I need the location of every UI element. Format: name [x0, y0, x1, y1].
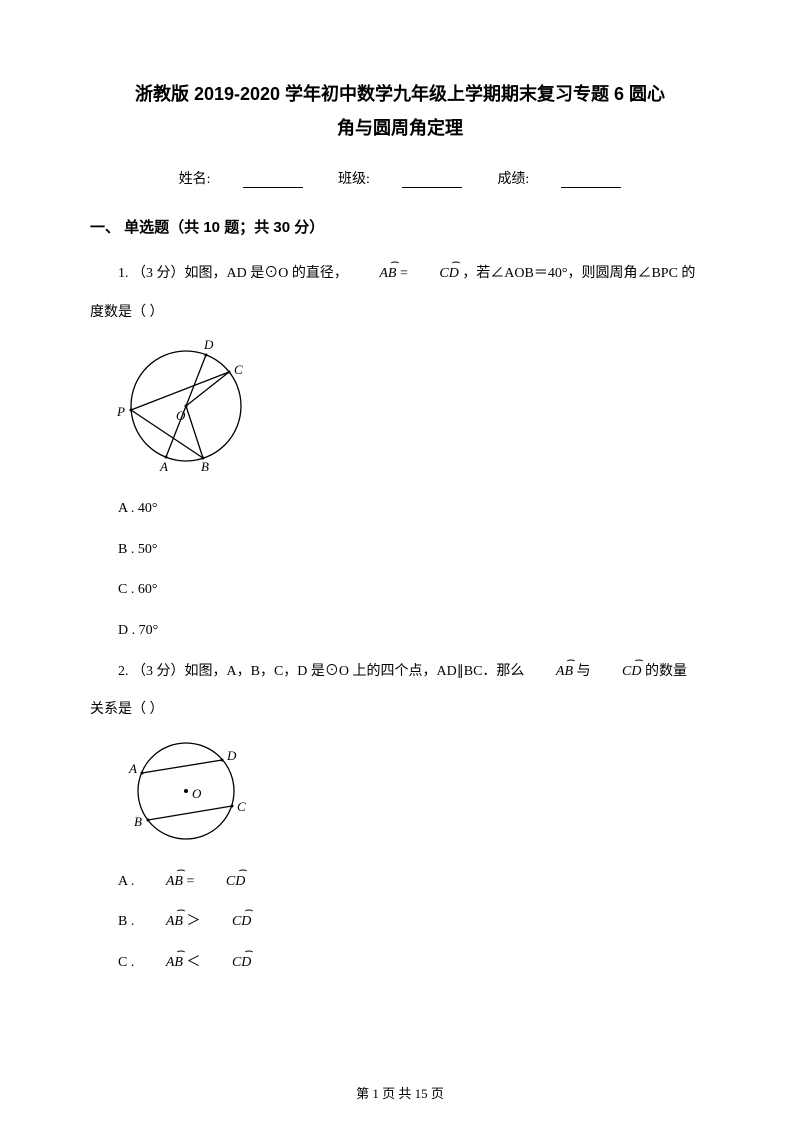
svg-text:D: D: [226, 748, 237, 763]
question-2: 2. （3 分）如图，A，B，C，D 是⊙O 上的四个点，AD∥BC．那么 AB…: [90, 659, 710, 686]
q2-a-arc1: AB: [138, 869, 183, 896]
q1-prefix: 1. （3 分）如图，AD 是⊙O 的直径，: [118, 266, 351, 281]
section-header: 一、 单选题（共 10 题；共 30 分）: [90, 216, 710, 237]
svg-text:B: B: [134, 814, 142, 829]
q2-mid: 与: [573, 664, 594, 679]
svg-text:P: P: [116, 404, 125, 419]
svg-text:A: A: [128, 761, 137, 776]
title-line-2: 角与圆周角定理: [90, 114, 710, 140]
q2-option-a: A . AB = CD: [90, 869, 710, 896]
svg-text:D: D: [203, 338, 214, 352]
q2-option-c: C . AB ＜ CD: [90, 950, 710, 977]
svg-text:C: C: [234, 362, 243, 377]
q1-option-b: B . 50°: [90, 537, 710, 564]
q1-option-c: C . 60°: [90, 577, 710, 604]
name-blank: [243, 187, 303, 188]
q2-c-arc1: AB: [138, 950, 183, 977]
question-2-line2: 关系是（ ）: [90, 697, 710, 724]
q2-prefix: 2. （3 分）如图，A，B，C，D 是⊙O 上的四个点，AD∥BC．那么: [118, 664, 528, 679]
arc-ab: AB: [351, 261, 396, 288]
figure-1: A B D C P O: [114, 338, 710, 478]
title-line-1: 浙教版 2019-2020 学年初中数学九年级上学期期末复习专题 6 圆心: [90, 80, 710, 106]
figure-2: O A D B C: [114, 736, 710, 851]
q2-a-arc2: CD: [198, 869, 245, 896]
q1-option-d: D . 70°: [90, 618, 710, 645]
arc-ab-2: AB: [528, 659, 573, 686]
q2-c-mid: ＜: [183, 955, 204, 970]
svg-text:C: C: [237, 799, 246, 814]
question-1-line2: 度数是（ ）: [90, 300, 710, 327]
info-line: 姓名: 班级: 成绩:: [90, 168, 710, 188]
svg-text:B: B: [201, 459, 209, 473]
arc-cd: CD: [411, 261, 458, 288]
q1-option-a: A . 40°: [90, 496, 710, 523]
q2-b-arc1: AB: [138, 909, 183, 936]
question-1: 1. （3 分）如图，AD 是⊙O 的直径， AB = CD ，若∠AOB＝40…: [90, 261, 710, 288]
svg-text:A: A: [159, 459, 168, 473]
class-blank: [402, 187, 462, 188]
q2-c-arc2: CD: [204, 950, 251, 977]
q2-b-arc2: CD: [204, 909, 251, 936]
name-label: 姓名:: [179, 172, 211, 187]
q1-suffix: ，若∠AOB＝40°，则圆周角∠BPC 的: [459, 266, 696, 281]
page-footer: 第 1 页 共 15 页: [0, 1083, 800, 1102]
svg-text:O: O: [192, 786, 202, 801]
q2-option-b: B . AB ＞ CD: [90, 909, 710, 936]
class-label: 班级:: [338, 172, 370, 187]
q2-b-mid: ＞: [183, 914, 204, 929]
q2-suffix: 的数量: [641, 664, 687, 679]
score-blank: [561, 187, 621, 188]
arc-cd-2: CD: [594, 659, 641, 686]
score-label: 成绩:: [497, 172, 529, 187]
